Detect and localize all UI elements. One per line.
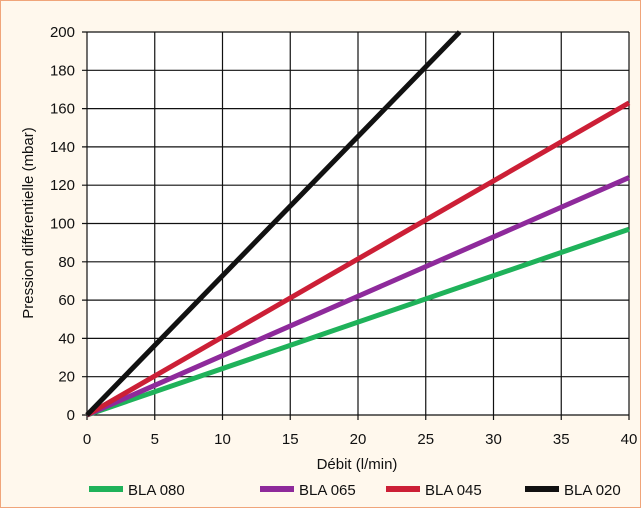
y-tick-label: 140 — [50, 139, 75, 156]
y-tick-label: 40 — [58, 330, 75, 347]
x-tick-label: 5 — [151, 431, 159, 448]
legend-swatch — [386, 486, 420, 492]
x-tick-label: 0 — [83, 431, 91, 448]
series-lines — [85, 30, 631, 418]
legend: BLA 080 BLA 065 BLA 045 BLA 020 — [89, 482, 621, 499]
series-line-bla-020 — [85, 30, 462, 417]
y-tick-label: 80 — [58, 254, 75, 271]
y-tick-label: 160 — [50, 101, 75, 118]
y-tick-label: 60 — [58, 292, 75, 309]
y-tick-label: 180 — [50, 62, 75, 79]
y-tick-label: 100 — [50, 216, 75, 233]
legend-swatch — [525, 486, 559, 492]
y-tick-label: 0 — [67, 407, 75, 424]
series-line-bla-065 — [85, 175, 631, 418]
x-axis-label: Débit (l/min) — [317, 456, 398, 473]
y-axis-label: Pression différentielle (mbar) — [20, 127, 37, 318]
y-tick-label: 20 — [58, 369, 75, 386]
legend-swatch — [89, 486, 123, 492]
legend-label: BLA 020 — [564, 482, 621, 499]
x-tick-label: 10 — [214, 431, 231, 448]
series-line-bla-045 — [85, 100, 631, 418]
series-line-bla-080 — [86, 226, 630, 418]
legend-label: BLA 065 — [299, 482, 356, 499]
y-tick-label: 120 — [50, 177, 75, 194]
y-tick-label: 200 — [50, 24, 75, 41]
legend-swatch — [260, 486, 294, 492]
x-tick-label: 30 — [485, 431, 502, 448]
legend-label: BLA 045 — [425, 482, 482, 499]
grid — [82, 31, 630, 420]
tick-labels: 0 5 10 15 20 25 30 35 40 0 20 40 60 80 100 120 140 160 180… — [50, 24, 637, 448]
x-tick-label: 25 — [417, 431, 434, 448]
legend-label: BLA 080 — [128, 482, 185, 499]
x-tick-label: 15 — [282, 431, 299, 448]
x-tick-label: 35 — [553, 431, 570, 448]
x-tick-label: 40 — [621, 431, 638, 448]
x-tick-label: 20 — [350, 431, 367, 448]
